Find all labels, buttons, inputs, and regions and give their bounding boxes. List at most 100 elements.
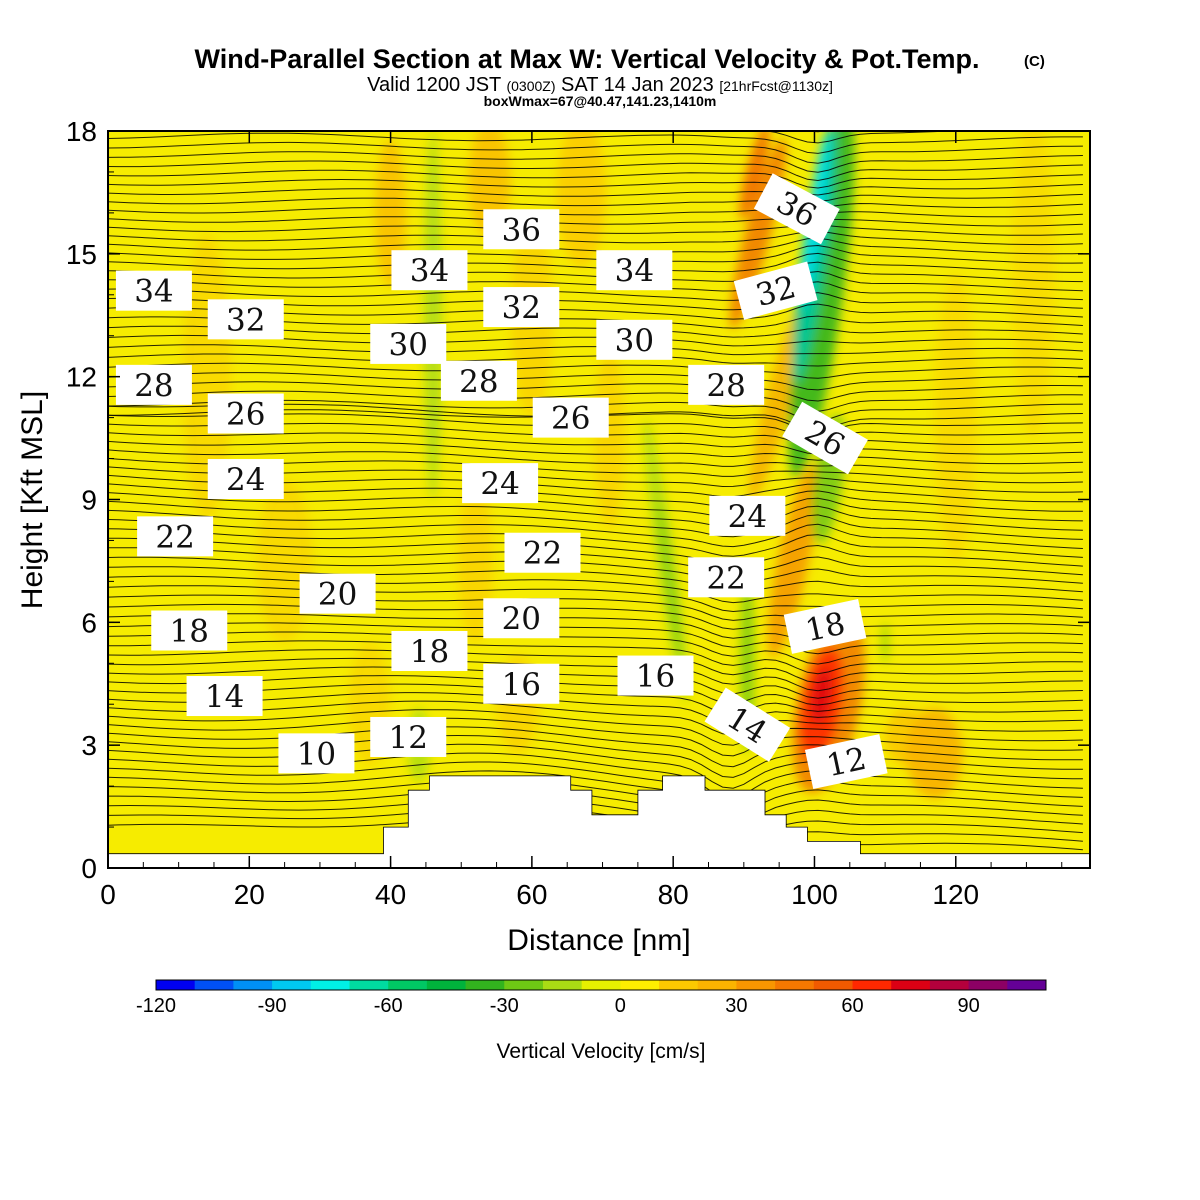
contour-label: 30 — [370, 323, 447, 364]
colorbar-tick-label: -30 — [490, 995, 519, 1017]
theta-contour — [108, 537, 1083, 567]
contour-label-box — [391, 250, 468, 291]
contour-label-box — [688, 557, 765, 598]
theta-contour — [108, 160, 1083, 182]
contour-label: 18 — [783, 598, 867, 654]
contour-label-text: 20 — [502, 601, 541, 637]
theta-contour — [108, 585, 1083, 613]
contour-label: 30 — [596, 319, 673, 360]
colorbar-swatch — [697, 980, 737, 990]
subtitle-valid: Valid 1200 JST — [367, 74, 506, 96]
subtitle-forecast: [21hrFcst@1130z] — [719, 78, 833, 94]
y-tick-label: 18 — [66, 116, 97, 147]
theta-contour — [108, 709, 1083, 746]
colorbar-swatch — [349, 980, 389, 990]
y-tick-label: 3 — [81, 730, 97, 761]
colorbar-tick-label: -120 — [136, 995, 176, 1017]
colorbar: -120 -90 -60 -30 0 30 60 90 — [136, 979, 1047, 1017]
colorbar-swatch — [542, 980, 583, 990]
contour-label-text: 26 — [226, 397, 265, 433]
theta-contour — [108, 132, 1083, 154]
velocity-cell — [256, 479, 313, 643]
contour-label-box — [483, 598, 560, 639]
contour-label: 24 — [207, 459, 284, 500]
theta-contour — [108, 575, 1083, 604]
velocity-cell — [788, 131, 855, 478]
contour-label-text: 16 — [636, 659, 675, 695]
contour-label-box — [483, 287, 560, 328]
contour-label: 14 — [186, 676, 263, 717]
colorbar-swatch — [581, 980, 621, 990]
contour-label-text: 10 — [297, 736, 336, 772]
theta-contour — [108, 252, 1083, 273]
contour-label-text: 28 — [706, 368, 745, 404]
contour-label-box — [596, 319, 673, 360]
colorbar-swatch — [891, 980, 931, 990]
colorbar-swatch — [426, 980, 467, 990]
y-tick-label: 15 — [66, 239, 97, 270]
colorbar-swatch — [1007, 980, 1047, 990]
contour-label-box — [370, 323, 447, 364]
contour-label: 26 — [532, 397, 609, 438]
contour-label-text: 24 — [728, 499, 767, 535]
velocity-cell — [375, 139, 407, 287]
theta-contour — [108, 197, 1083, 209]
theta-contour — [108, 372, 1083, 391]
theta-contour — [108, 743, 1083, 789]
contour-label-text: 18 — [802, 606, 848, 649]
theta-contour — [108, 362, 1083, 379]
y-axis-label: Height [Kft MSL] — [16, 391, 49, 609]
theta-contour — [108, 761, 1083, 811]
theta-contour — [108, 519, 1083, 549]
theta-contour — [108, 683, 1083, 715]
contour-label: 18 — [391, 630, 468, 671]
theta-contour — [108, 779, 1083, 832]
contour-label-text: 26 — [551, 401, 590, 437]
contour-label-box — [688, 364, 765, 405]
theta-contour — [108, 178, 1083, 196]
contour-label: 12 — [804, 734, 888, 790]
contour-label-text: 22 — [706, 560, 745, 596]
contour-label-text: 18 — [170, 614, 209, 650]
contour-label: 20 — [299, 573, 376, 614]
contour-label: 34 — [596, 250, 673, 291]
colorbar-swatch — [388, 980, 428, 990]
contour-label: 28 — [440, 360, 517, 401]
contour-label-text: 20 — [318, 577, 357, 613]
terrain-mask — [108, 775, 1090, 868]
velocity-cell — [882, 622, 888, 664]
contour-label-box — [753, 173, 840, 245]
theta-contour — [108, 509, 1083, 540]
theta-contour — [108, 566, 1083, 595]
x-tick-label: 0 — [100, 879, 116, 910]
title-mark: (C) — [1024, 53, 1045, 70]
theta-contour — [108, 500, 1083, 531]
contour-label-text: 30 — [389, 327, 428, 363]
colorbar-swatch — [465, 980, 505, 990]
theta-contour — [108, 206, 1083, 218]
velocity-cell — [1012, 131, 1055, 439]
subtitle-zulu: (0300Z) — [506, 78, 555, 94]
colorbar-swatch — [929, 980, 970, 990]
colorbar-swatch — [736, 980, 776, 990]
theta-contour — [108, 666, 1083, 699]
theta-contour — [108, 657, 1083, 692]
colorbar-tick-label: 60 — [841, 995, 863, 1017]
colorbar-tick-label: -60 — [374, 995, 403, 1017]
y-tick-label: 6 — [81, 607, 97, 638]
contour-label-text: 12 — [389, 720, 428, 756]
colorbar-tick-label: 90 — [957, 995, 979, 1017]
colorbar-tick-label: 30 — [725, 995, 747, 1017]
contour-label: 36 — [483, 209, 560, 250]
x-axis-ticks: 0 20 40 60 80 100 120 — [100, 131, 1063, 910]
velocity-cell — [423, 131, 443, 500]
colorbar-tick-label: -90 — [258, 995, 287, 1017]
chart-subtitle-box: boxWmax=67@40.47,141.23,1410m — [484, 93, 717, 109]
contour-label-text: 24 — [480, 466, 519, 502]
contour-label-text: 22 — [523, 536, 562, 572]
theta-contour — [108, 788, 1083, 842]
contour-label-text: 16 — [502, 667, 541, 703]
theta-contour — [108, 700, 1083, 736]
